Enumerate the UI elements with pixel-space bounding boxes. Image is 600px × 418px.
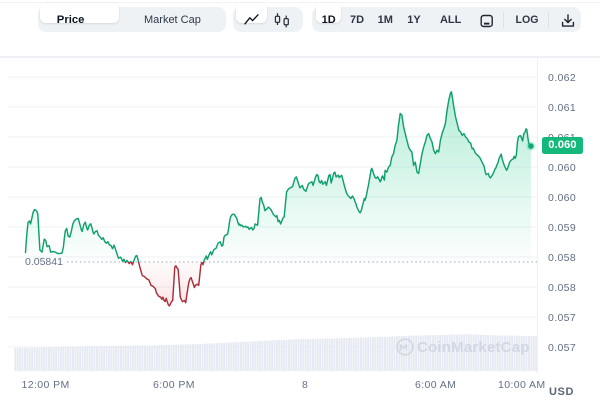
svg-text:CoinMarketCap: CoinMarketCap xyxy=(417,339,530,356)
